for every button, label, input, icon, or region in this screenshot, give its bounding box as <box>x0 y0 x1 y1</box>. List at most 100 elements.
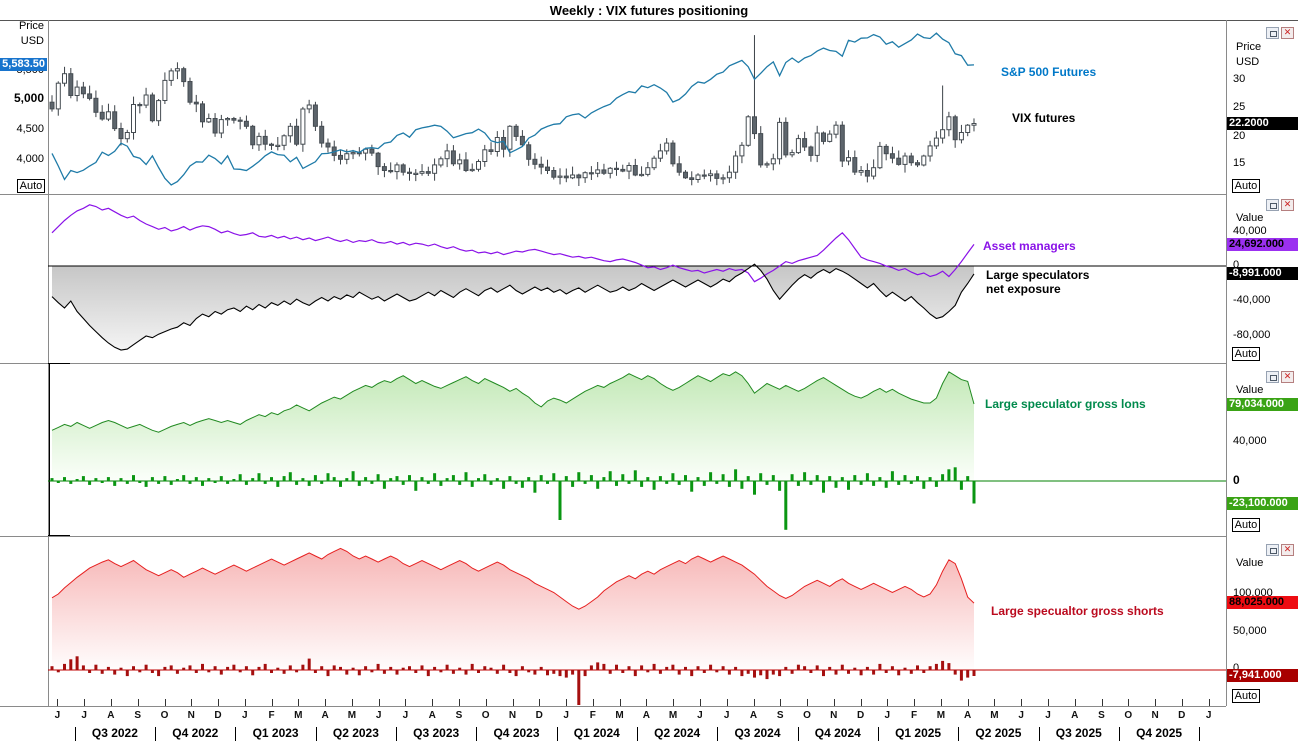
close-icon[interactable]: ✕ <box>1281 544 1294 556</box>
month-tick <box>351 699 353 706</box>
month-label: M <box>936 710 946 721</box>
quarter-label: Q2 2025 <box>975 726 1022 740</box>
month-tick <box>1048 699 1049 706</box>
longs-scale-tick-40000: 40,000 <box>1233 435 1267 447</box>
month-tick <box>940 699 942 706</box>
gross-longs-value-badge: 79,034.000 <box>1227 398 1298 411</box>
month-label: M <box>668 710 678 721</box>
month-label: N <box>187 710 195 721</box>
minimize-icon[interactable] <box>1266 544 1279 556</box>
net-scale-tick-0: 0 <box>1233 259 1240 271</box>
month-tick <box>673 699 675 706</box>
auto-scale-button-longs[interactable]: Auto <box>1232 518 1260 532</box>
month-tick <box>1155 699 1157 706</box>
month-tick <box>137 699 139 706</box>
right-scale-unit-usd: USD <box>1236 56 1260 68</box>
month-tick <box>271 699 273 706</box>
quarter-label: Q1 2024 <box>573 726 620 740</box>
quarter-separator <box>958 727 960 741</box>
month-label: J <box>375 710 382 721</box>
quarter-separator <box>396 727 397 741</box>
month-label: A <box>107 710 115 721</box>
gross-longs-legend-label[interactable]: Large speculator gross lons <box>985 397 1146 411</box>
close-icon[interactable]: ✕ <box>1281 199 1294 211</box>
close-icon[interactable]: ✕ <box>1281 371 1294 383</box>
month-label: A <box>1071 710 1079 721</box>
month-tick <box>1208 699 1210 706</box>
left-scale-unit-price: Price <box>18 20 44 32</box>
month-label: O <box>1124 710 1133 721</box>
longs-panel-axis-tick-bottom <box>48 535 70 536</box>
month-label: D <box>214 710 222 721</box>
net-exposure-legend-label[interactable]: Large speculators net exposure <box>986 268 1090 296</box>
month-tick <box>218 699 219 706</box>
net-exposure-fill <box>52 264 974 350</box>
month-tick <box>833 699 835 706</box>
vix-scale-tick-15: 15 <box>1233 157 1246 169</box>
close-icon[interactable]: ✕ <box>1281 27 1294 39</box>
month-label: J <box>1205 710 1212 721</box>
net-exposure-line <box>51 263 975 351</box>
month-tick <box>1101 699 1103 706</box>
month-label: S <box>134 710 142 721</box>
auto-scale-button-shorts[interactable]: Auto <box>1232 689 1260 703</box>
quarter-label: Q3 2025 <box>1055 726 1102 740</box>
month-label: J <box>884 710 891 721</box>
month-label: M <box>990 710 999 721</box>
month-tick <box>699 699 701 706</box>
month-label: D <box>856 710 865 721</box>
auto-scale-button-net[interactable]: Auto <box>1232 347 1260 361</box>
vix-scale-tick-25: 25 <box>1233 101 1246 113</box>
vix-legend-label[interactable]: VIX futures <box>1012 111 1076 125</box>
longs-scale-tick-0: 0 <box>1233 473 1240 487</box>
longs-panel-axis <box>49 363 50 536</box>
month-label: M <box>615 710 624 721</box>
auto-scale-button-price-left[interactable]: Auto <box>17 179 45 193</box>
price-panel-plot[interactable] <box>48 20 1226 194</box>
longs-panel-axis-tick-top <box>48 363 70 364</box>
shorts-scale-tick-50000: 50,000 <box>1233 625 1267 637</box>
quarter-label: Q3 2023 <box>413 726 460 740</box>
panel-divider-1 <box>0 194 1226 195</box>
month-tick <box>432 699 434 706</box>
quarter-separator <box>155 727 157 741</box>
month-label: S <box>776 710 784 721</box>
month-tick <box>1181 699 1183 706</box>
minimize-icon[interactable] <box>1266 199 1279 211</box>
quarter-separator <box>235 727 237 741</box>
quarter-label: Q3 2024 <box>734 726 781 740</box>
minimize-icon[interactable] <box>1266 371 1279 383</box>
auto-scale-button-price-right[interactable]: Auto <box>1232 179 1260 193</box>
quarter-separator <box>1038 727 1040 741</box>
month-tick <box>592 699 594 706</box>
quarter-label: Q4 2025 <box>1136 726 1183 740</box>
quarter-separator <box>878 727 879 741</box>
month-label: D <box>535 710 543 721</box>
asset-managers-legend-label[interactable]: Asset managers <box>983 239 1076 253</box>
month-tick <box>244 699 246 706</box>
month-label: F <box>911 710 918 721</box>
sp500-line <box>51 32 975 186</box>
quarter-separator <box>476 727 478 741</box>
month-label: N <box>1151 710 1159 721</box>
net-exposure-panel-plot[interactable] <box>48 194 1226 363</box>
month-label: A <box>642 710 651 721</box>
asset-managers-line <box>51 204 975 283</box>
net-scale-tick-minus80000: -80,000 <box>1233 329 1271 341</box>
gross-longs-panel-plot[interactable] <box>48 363 1226 536</box>
gross-shorts-panel-plot-line <box>51 547 975 610</box>
left-scale-unit-usd: USD <box>20 35 44 47</box>
quarter-label: Q3 2022 <box>91 726 138 740</box>
month-tick <box>566 699 568 706</box>
month-tick <box>914 699 916 706</box>
gross-shorts-legend-label[interactable]: Large specualtor gross shorts <box>991 604 1164 618</box>
gross-longs-change-badge: -23,100.000 <box>1227 497 1298 510</box>
quarter-separator <box>637 727 638 741</box>
asset-managers-value-badge: 24,692.000 <box>1227 238 1298 251</box>
month-tick <box>967 699 969 706</box>
gross-shorts-panel-plot[interactable] <box>48 536 1226 706</box>
minimize-icon[interactable] <box>1266 27 1279 39</box>
gross-shorts-panel-plot-bars <box>50 656 976 705</box>
month-tick <box>860 699 862 706</box>
sp500-legend-label[interactable]: S&P 500 Futures <box>1001 65 1097 79</box>
